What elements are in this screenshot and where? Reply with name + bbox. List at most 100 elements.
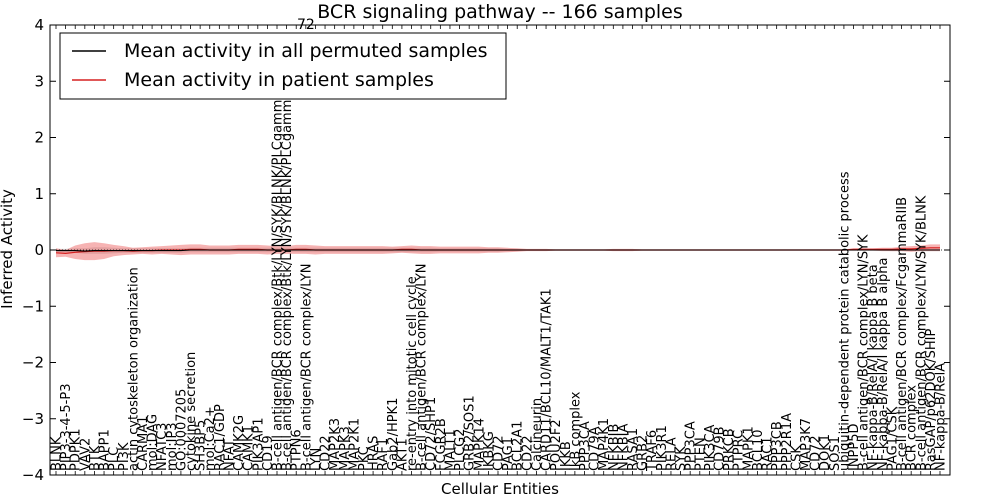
x-tick-label: mol:IP3 [165, 422, 180, 471]
x-tick-label: IKKB [559, 441, 574, 471]
x-tick-label: MAP2K3 [328, 418, 343, 471]
x-tick-label: PKC [357, 446, 372, 471]
x-tick-label: GRB2 [636, 435, 651, 471]
chart-title: BCR signaling pathway -- 166 samples [317, 1, 683, 23]
x-tick-label: GRB2/SOS1 [463, 395, 478, 471]
x-tick-label: PAG1/CSK [886, 406, 901, 471]
y-tick-label: 1 [34, 185, 44, 203]
x-tick-label: NF-kappa-B/RelA/I kappa B alpha [876, 258, 891, 471]
x-tick-label: CAMK1 [242, 425, 257, 471]
x-tick-label: SYK [674, 446, 689, 471]
y-tick-label: −1 [22, 297, 44, 315]
x-tick-label: actin cytoskeleton organization [126, 267, 141, 471]
x-tick-label: MAP2K1 [347, 418, 362, 471]
x-tick-label: INPP5D [847, 423, 862, 471]
x-tick-label: CD79B [713, 426, 728, 471]
x-tick-label: cytokine secretion [184, 352, 199, 471]
x-tick-label: BAPP1 [98, 429, 113, 471]
x-tick-label: NFKBIA [616, 424, 631, 471]
x-tick-label: PLCG2 [453, 428, 468, 471]
x-tick-label: CD79A [588, 426, 603, 471]
x-axis-label: Cellular Entities [441, 480, 559, 498]
x-tick-label: BLNK [50, 436, 65, 471]
x-tick-label: LYN [309, 448, 324, 471]
x-tick-label: B-cell antigen/BCR complex/FcgammaRIIB [895, 197, 910, 471]
x-tick-label: NFAT [223, 439, 238, 471]
x-tick-label: TRAF6 [645, 430, 660, 472]
x-tick-label: PPP2R1A [780, 413, 795, 471]
x-tick-label: MAPK14 [472, 418, 487, 471]
y-axis-label: Inferred Activity [0, 189, 16, 309]
x-tick-label: NFATC3 [155, 423, 170, 471]
x-tick-label: PIK3R1 [655, 425, 670, 471]
x-tick-label: PIP3-3-4-5-P3 [59, 384, 74, 471]
x-tick-label: IkB complex [568, 391, 583, 471]
y-tick-label: 2 [34, 129, 44, 147]
x-tick-label: CD22 [520, 435, 535, 471]
x-tick-label: CARD11/BCL10/MALT1/TAK1 [540, 288, 555, 471]
x-tick-label: MALT1 [444, 429, 459, 471]
x-tick-label: PTEN [693, 437, 708, 471]
legend-label: Mean activity in all permuted samples [124, 40, 487, 62]
y-tick-label: −3 [22, 410, 44, 428]
x-tick-label: PPP3CA [684, 421, 699, 471]
x-tick-label: mol:Ca2+ [203, 406, 218, 471]
y-tick-label: −2 [22, 354, 44, 372]
x-tick-label: POU2F2 [549, 419, 564, 471]
x-tick-label: NF-kappa-B/RelA [934, 363, 949, 471]
x-tick-label: PTPN6 [290, 429, 305, 471]
x-tick-label: MAPK3 [338, 426, 353, 471]
y-tick-label: 3 [34, 72, 44, 90]
x-tick-label: ubiquitin-dependent protein catabolic pr… [837, 171, 852, 471]
axes-frame [49, 24, 951, 476]
x-tick-label: re-entry into mitotic cell cycle [405, 276, 420, 471]
x-tick-label: Calcineurin [530, 398, 545, 471]
x-tick-label: PPP3CB [770, 421, 785, 471]
x-tick-label: Gab2/HPK1 [386, 398, 401, 471]
x-tick-label: VAV2 [78, 438, 93, 471]
x-tick-label: B-cell antigen/BCR complex/LYN/SYK [857, 234, 872, 471]
x-tick-label: CD72/SHP1 [424, 397, 439, 471]
x-tick-label: SOS1 [828, 436, 843, 471]
x-tick-label: RAC1/GDP [213, 404, 228, 471]
legend: Mean activity in all permuted samples Mea… [59, 32, 507, 100]
patient-confidence-band [56, 242, 940, 261]
x-tick-label: RELA [665, 437, 680, 471]
x-tick-label: mol:DAG [146, 414, 161, 471]
x-tick-label: IKBKG [482, 431, 497, 471]
x-tick-label: PAG1 [501, 437, 516, 471]
x-tick-label: BCL2A1 [511, 421, 526, 471]
y-tick-label: 0 [34, 241, 44, 259]
x-tick-label: RasGAP/p62DOK/SHIP [924, 329, 939, 471]
x-tick-label: PIK3AP1 [251, 418, 266, 471]
x-tick-label: MAP3K7 [799, 418, 814, 471]
x-tick-label: RASA1 [626, 428, 641, 471]
x-tick-label: PTPRC [732, 430, 747, 471]
x-tick-label: CD22 [319, 435, 334, 471]
x-tick-label: B-cell antigen/BCR complex/Btk/LYN/SYK/B… [280, 83, 295, 471]
x-tick-label: PI3K [117, 442, 132, 471]
x-tick-label: RAC1 [761, 436, 776, 471]
x-tick-label: PRKCB [722, 428, 737, 471]
x-tick-label: B-cell antigen/BCR complex/LYN [299, 264, 314, 471]
x-tick-label: B-cell antigen/BCR complex/LYN/SYK/BLNK [914, 195, 929, 471]
x-tick-label: CARMA1 [136, 416, 151, 471]
x-tick-label: AKT1 [395, 438, 410, 471]
x-tick-label: RAF1 [376, 438, 391, 471]
x-tick-label: CD72 [492, 435, 507, 471]
x-tick-label: PLC [107, 447, 122, 471]
x-tick-label: B-cell antigen/BCR complex/Btk/LYN/SYK/B… [271, 83, 286, 471]
x-tick-label: DOK1 [818, 434, 833, 471]
x-tick-label: MAPK1 [741, 426, 756, 471]
y-tick-label: −4 [22, 466, 44, 484]
x-tick-label: GO:0007205 [174, 389, 189, 471]
legend-label: Mean activity in patient samples [124, 69, 434, 91]
x-tick-label: PPP3CA [578, 421, 593, 471]
x-tick-label: BCL10 [751, 429, 766, 471]
x-tick-label: PDPK1 [69, 429, 84, 472]
x-tick-label: HRAS [367, 436, 382, 471]
x-tick-label: PIK3CA [703, 424, 718, 471]
y-tick-label: 4 [34, 16, 44, 34]
